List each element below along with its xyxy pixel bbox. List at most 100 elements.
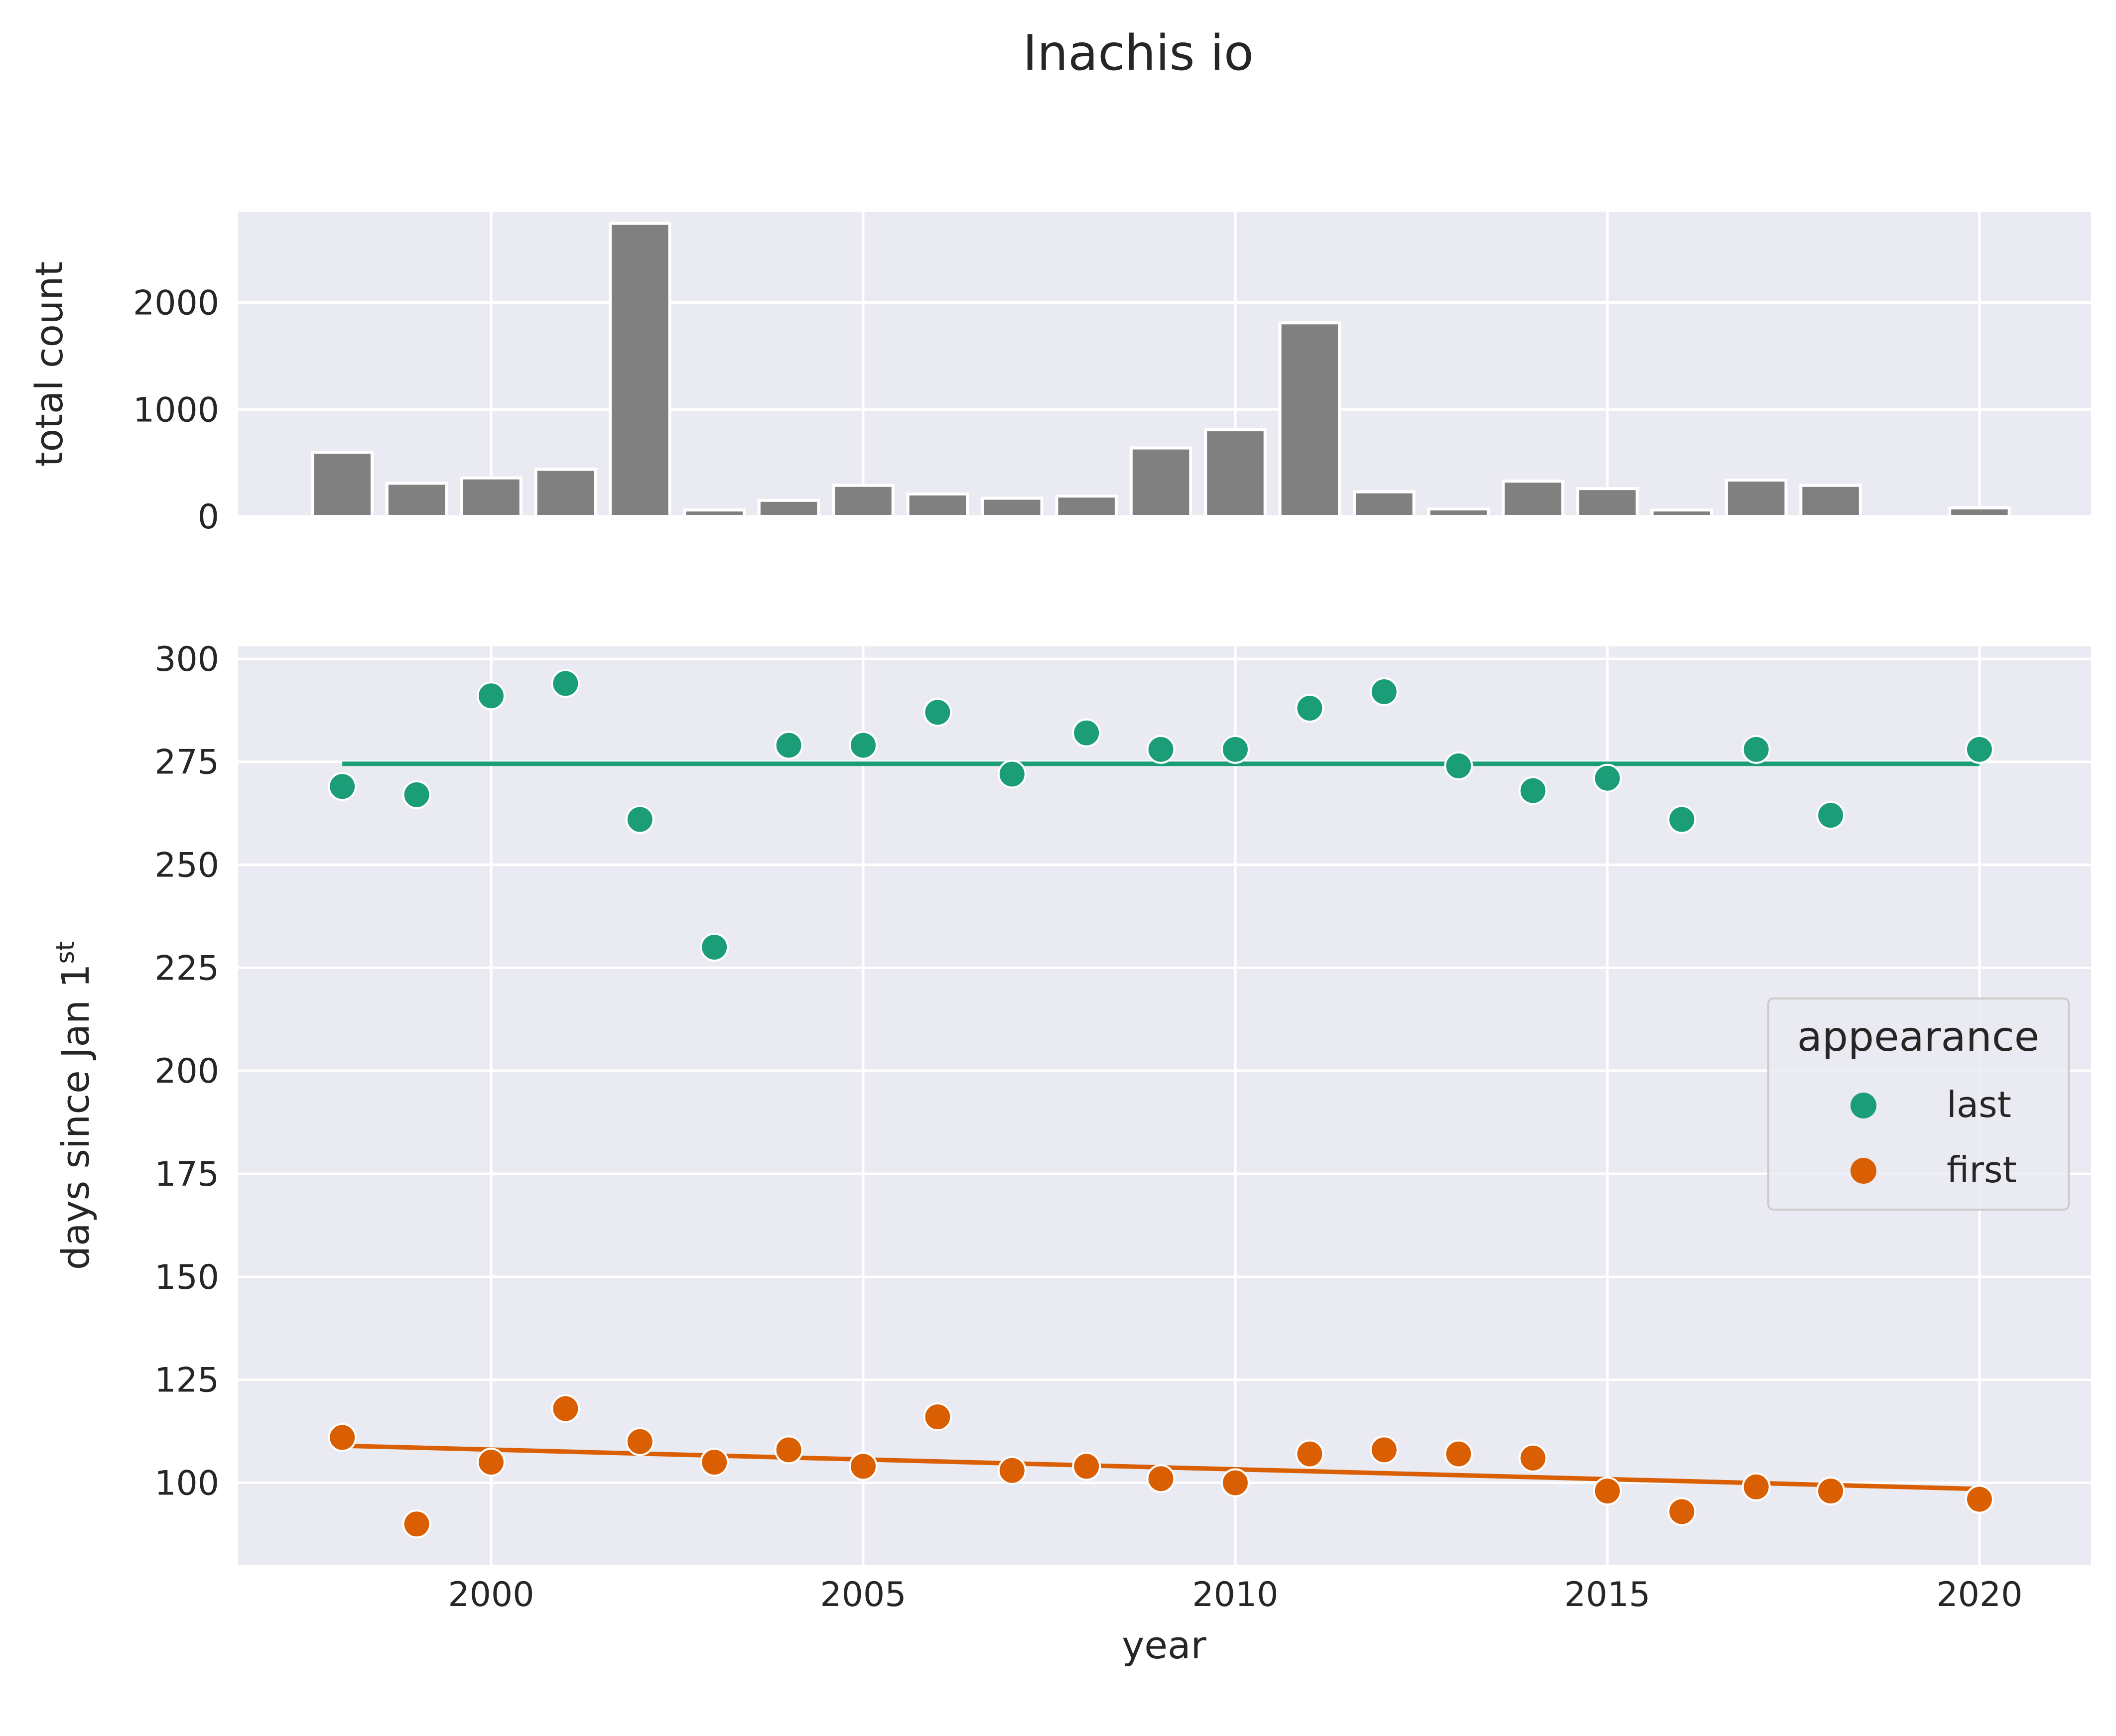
point-first [774,1435,803,1465]
count-bar [1129,446,1192,518]
point-first [476,1448,506,1477]
count-bar [1055,495,1118,518]
count-bar [683,508,746,518]
x-tick-label: 2020 [1936,1575,2022,1614]
bar-series [311,222,2011,518]
point-first [1146,1464,1176,1493]
count-bar-panel: 0 1000 2000 total count [27,212,2091,537]
point-first [1444,1439,1473,1469]
point-last [774,731,803,760]
bar-panel-y-axis-label: total count [27,261,71,467]
point-first [551,1394,580,1423]
point-first [1072,1452,1101,1481]
count-bar [1204,428,1267,518]
point-last [997,759,1027,789]
point-first [1592,1477,1622,1506]
legend: appearance last first [1767,997,2070,1211]
point-first [1518,1443,1548,1473]
legend-title: appearance [1797,1013,2040,1061]
point-first [1220,1468,1250,1497]
scatter-panel-y-tick-label: 300 [154,640,219,679]
point-last [1220,735,1250,764]
point-first [848,1452,878,1481]
point-last [923,698,952,727]
appearance-scatter-panel: 100 125 150 175 200 225 250 275 300 2000 2005 2010… [51,640,2091,1667]
y-axis-label-main: days since Jan 1 [53,964,98,1270]
scatter-panel-y-tick-label: 250 [154,846,219,885]
count-bar [980,496,1044,518]
count-bar [1650,508,1714,518]
scatter-points [328,669,1994,1539]
point-last [1592,763,1622,793]
point-last [1667,805,1697,834]
point-last [848,731,878,760]
point-first [997,1456,1027,1485]
count-bar [1576,487,1639,518]
legend-label-first: first [1947,1149,2017,1191]
count-bar [1948,506,2011,518]
point-first [328,1423,357,1452]
count-bar [534,468,597,518]
point-last [625,805,655,834]
count-bar [1427,507,1490,518]
scatter-panel-y-tick-label: 100 [154,1464,219,1503]
scatter-panel-y-tick-label: 200 [154,1052,219,1091]
scatter-panel-y-tick-label: 225 [154,949,219,988]
point-last [1444,751,1473,780]
bar-panel-y-tick-label: 1000 [133,390,219,430]
scatter-panel-y-tick-label: 175 [154,1155,219,1194]
point-last [1295,694,1324,723]
x-tick-label: 2010 [1192,1575,1278,1614]
count-bar [906,492,969,518]
legend-label-last: last [1947,1084,2011,1125]
figure-title: Inachis io [1023,25,1254,82]
scatter-panel-y-tick-label: 150 [154,1258,219,1297]
point-first [402,1509,431,1539]
bar-panel-y-tick-label: 2000 [133,284,219,323]
legend-marker-first [1851,1158,1876,1184]
count-bar [1724,478,1788,518]
point-first [1816,1477,1846,1506]
point-last [551,669,580,698]
point-first [1369,1435,1399,1465]
x-tick-label: 2000 [448,1575,534,1614]
point-last [1741,735,1771,764]
y-axis-label-superscript: st [51,941,80,964]
count-bar [311,451,374,518]
count-bar [385,482,448,518]
scatter-panel-y-tick-label: 125 [154,1361,219,1400]
count-bar [1799,484,1862,518]
bar-panel-y-tick-label: 0 [198,497,219,537]
point-first [923,1402,952,1432]
count-bar [608,222,671,518]
x-tick-label: 2015 [1564,1575,1650,1614]
point-first [700,1448,729,1477]
legend-frame [1767,997,2070,1211]
scatter-panel-y-tick-label: 275 [154,743,219,782]
point-last [476,681,506,711]
count-bar [832,484,895,518]
point-last [700,932,729,962]
point-last [1518,776,1548,805]
legend-marker-last [1851,1093,1876,1118]
point-last [1369,677,1399,707]
point-last [1816,801,1846,830]
scatter-panel-y-tick-labels: 100 125 150 175 200 225 250 275 300 [154,640,219,1503]
count-bar [1501,480,1565,518]
point-first [1965,1485,1994,1514]
point-last [328,772,357,801]
point-last [1146,735,1176,764]
count-bar [757,498,820,518]
point-first [1667,1497,1697,1526]
point-first [1295,1439,1324,1469]
count-bar [1352,490,1416,518]
point-last [1965,735,1994,764]
x-axis-label: year [1122,1623,1206,1667]
x-tick-labels: 2000 2005 2010 2015 2020 [448,1575,2022,1614]
x-tick-label: 2005 [820,1575,906,1614]
point-first [625,1427,655,1456]
point-first [1741,1472,1771,1501]
scatter-panel-grid [238,646,2091,1565]
point-last [1072,718,1101,747]
